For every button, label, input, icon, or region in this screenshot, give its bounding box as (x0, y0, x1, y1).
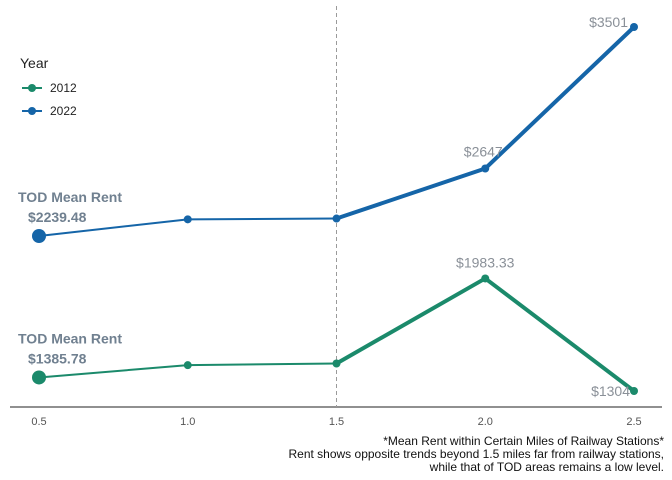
series-2022-point (630, 23, 638, 31)
series-2022-segment (186, 217, 338, 221)
tod-2022-title: TOD Mean Rent (18, 189, 122, 205)
series-2022-point (183, 215, 192, 224)
legend-label-2022: 2022 (50, 104, 77, 118)
data-label-2012-2.5: $1304 (591, 383, 630, 399)
series-2012-point (630, 387, 638, 395)
series-layer (32, 23, 638, 395)
caption: *Mean Rent within Certain Miles of Railw… (288, 434, 664, 474)
legend-label-2012: 2012 (50, 81, 77, 95)
axis-layer: 0.5 1.0 1.5 2.0 2.5 (10, 406, 662, 428)
series-2012-point (183, 361, 192, 370)
series-2022-segment (483, 25, 636, 171)
caption-line-2: Rent shows opposite trends beyond 1.5 mi… (288, 447, 664, 461)
label-layer: TOD Mean Rent $2239.48 TOD Mean Rent $1385.… (18, 14, 630, 399)
x-tick-label: 0.5 (31, 416, 46, 428)
series-2012-point (332, 359, 341, 368)
legend-key-point-2012 (28, 84, 36, 92)
series-2022-point (32, 229, 46, 244)
x-tick-label: 1.5 (329, 416, 344, 428)
data-label-2012-2.0: $1983.33 (456, 254, 515, 270)
legend-key-point-2022 (28, 107, 36, 115)
legend: Year 2012 2022 (20, 55, 77, 118)
x-tick-label: 1.0 (180, 416, 195, 428)
legend-items: 2012 2022 (22, 81, 77, 118)
caption-line-3: while that of TOD areas remains a low le… (429, 460, 664, 474)
x-tick-label: 2.5 (626, 416, 641, 428)
series-2012-segment (38, 364, 189, 379)
series-2022-segment (334, 166, 488, 221)
series-2012-segment (186, 362, 338, 367)
series-2012-segment (483, 276, 636, 393)
tod-2022-value: $2239.48 (28, 209, 87, 225)
series-2022-point (332, 214, 341, 223)
data-label-2022-2.0: $2647 (464, 143, 503, 159)
series-2022-segment (38, 218, 189, 238)
legend-title: Year (20, 55, 49, 71)
series-2012-point (32, 370, 46, 385)
caption-line-1: *Mean Rent within Certain Miles of Railw… (383, 434, 664, 448)
series-2022-point (481, 164, 490, 173)
series-2012-point (481, 274, 490, 283)
series-2012-segment (334, 276, 488, 366)
x-tick-label: 2.0 (478, 416, 493, 428)
tod-2012-value: $1385.78 (28, 350, 87, 366)
tod-2012-title: TOD Mean Rent (18, 330, 122, 346)
data-label-2022-2.5: $3501 (589, 14, 628, 30)
